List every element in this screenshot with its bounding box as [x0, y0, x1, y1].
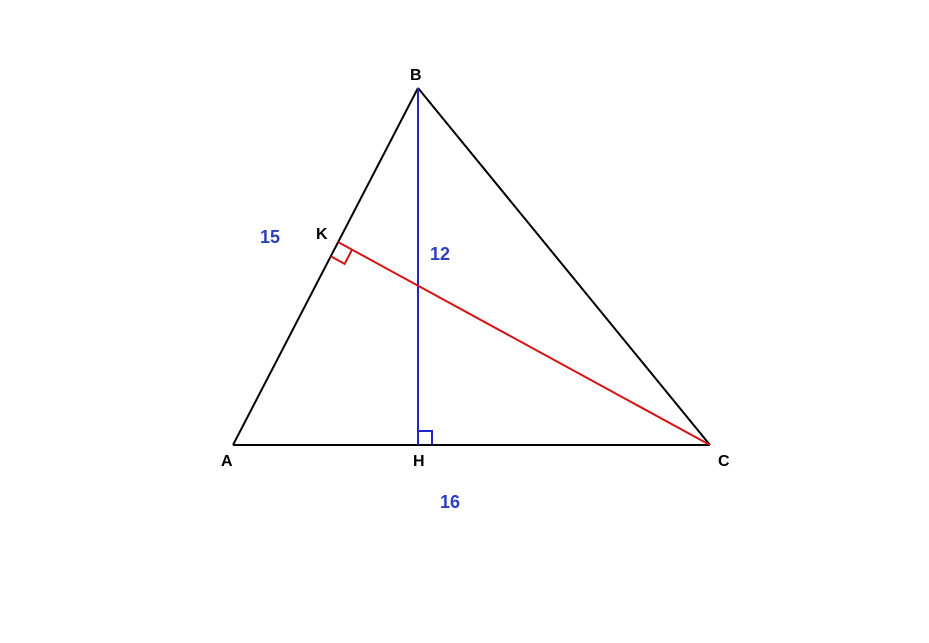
- vertex-label-a: A: [221, 453, 233, 470]
- edge-ab: [233, 88, 418, 445]
- vertex-label-c: C: [718, 453, 730, 470]
- side-label-ab: 15: [260, 227, 280, 247]
- vertex-label-b: B: [410, 67, 422, 84]
- side-label-bh: 12: [430, 244, 450, 264]
- edge-bc: [418, 88, 710, 445]
- vertex-label-k: K: [316, 226, 328, 243]
- right-angle-marker-h: [418, 431, 432, 445]
- vertex-label-h: H: [413, 453, 425, 470]
- altitude-ck: [338, 242, 710, 445]
- geometry-diagram: A B C H K 15 12 16: [0, 0, 929, 643]
- side-label-ac: 16: [440, 492, 460, 512]
